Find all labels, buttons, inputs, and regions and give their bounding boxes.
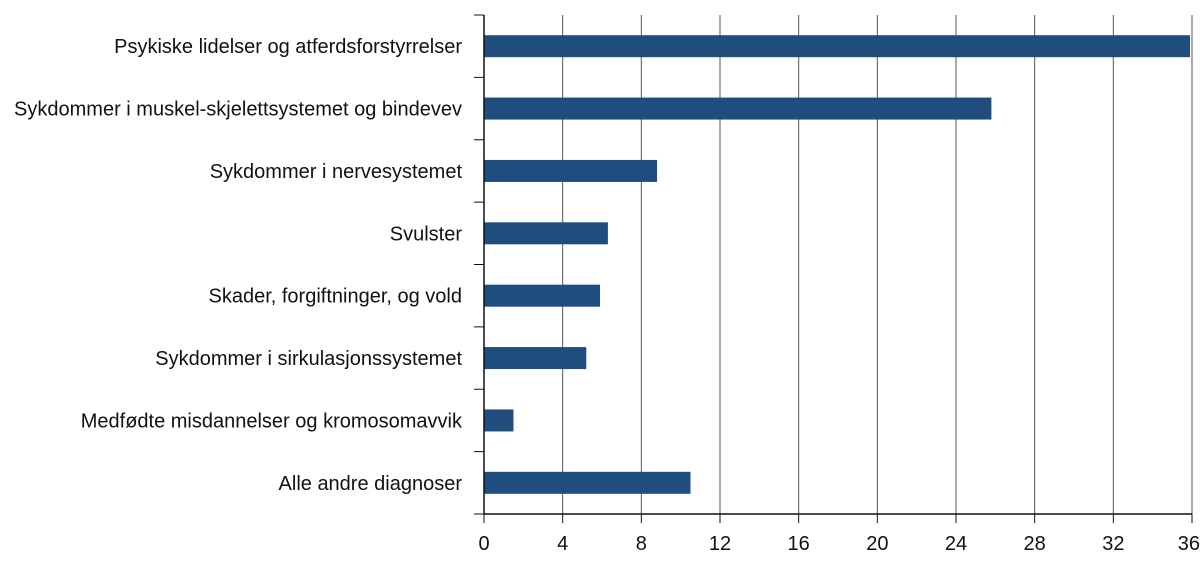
grid-lines — [562, 15, 1193, 514]
x-tick-label-7: 28 — [1024, 533, 1046, 555]
x-tick-label-4: 16 — [788, 533, 810, 555]
category-label-2: Sykdommer i nervesystemet — [210, 161, 463, 183]
bar-3 — [484, 222, 608, 245]
axes — [474, 14, 1193, 523]
bar-5 — [484, 347, 587, 370]
category-label-0: Psykiske lidelser og atferdsforstyrrelse… — [114, 36, 462, 58]
x-tick-label-6: 24 — [945, 533, 967, 555]
bar-0 — [484, 35, 1191, 58]
x-tick-label-8: 32 — [1102, 533, 1124, 555]
x-tick-label-9: 36 — [1178, 533, 1200, 555]
category-label-5: Sykdommer i sirkulasjonssystemet — [155, 348, 462, 370]
category-labels: Psykiske lidelser og atferdsforstyrrelse… — [14, 36, 463, 495]
x-tick-label-5: 20 — [866, 533, 888, 555]
bars — [484, 35, 1191, 494]
bar-4 — [484, 284, 601, 307]
x-tick-label-2: 8 — [636, 533, 647, 555]
category-label-7: Alle andre diagnoser — [279, 473, 463, 495]
category-label-6: Medfødte misdannelser og kromosomavvik — [81, 410, 463, 432]
x-tick-label-1: 4 — [557, 533, 568, 555]
category-label-4: Skader, forgiftninger, og vold — [209, 286, 463, 308]
bar-6 — [484, 409, 514, 432]
category-label-1: Sykdommer i muskel-skjelettsystemet og b… — [14, 99, 462, 121]
x-tick-labels: 0 4 8 12 16 20 24 28 32 36 — [478, 533, 1200, 555]
category-label-3: Svulster — [390, 223, 463, 245]
x-tick-label-0: 0 — [478, 533, 489, 555]
bar-1 — [484, 97, 992, 120]
bar-7 — [484, 471, 691, 494]
x-tick-label-3: 12 — [709, 533, 731, 555]
bar-2 — [484, 159, 658, 182]
